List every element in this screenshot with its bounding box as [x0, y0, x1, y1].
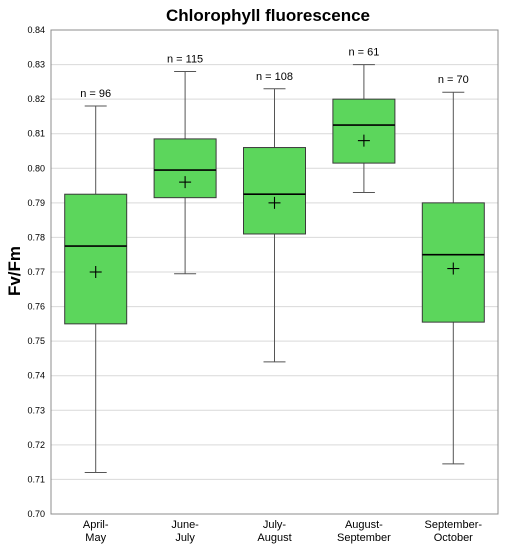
- box-group: n = 108: [243, 71, 306, 363]
- box-layer: n = 96 n = 115 n = 108 n = 61 n = 70: [64, 47, 485, 474]
- box-group: n = 115: [153, 53, 217, 275]
- plot-frame: [50, 29, 499, 515]
- iqr-box: [421, 202, 485, 323]
- chart-title: Chlorophyll fluorescence: [166, 6, 370, 25]
- category-label: May: [85, 532, 106, 544]
- box-group: n = 96: [64, 88, 128, 474]
- y-tick-label: 0.80: [27, 163, 45, 173]
- y-tick-label: 0.79: [27, 198, 45, 208]
- sample-size-label: n = 61: [348, 47, 379, 59]
- y-axis-label: Fv/Fm: [5, 246, 24, 296]
- y-tick-label: 0.83: [27, 60, 45, 70]
- y-tick-label: 0.71: [27, 474, 45, 484]
- box-group: n = 61: [332, 47, 396, 193]
- y-tick-label: 0.84: [27, 25, 45, 35]
- category-label: July: [175, 532, 195, 544]
- y-tick-label: 0.76: [27, 302, 45, 312]
- iqr-box: [332, 98, 396, 164]
- category-labels: April-MayJune-JulyJuly-AugustAugust-Sept…: [83, 519, 483, 544]
- y-tick-label: 0.78: [27, 232, 45, 242]
- iqr-box: [64, 193, 128, 325]
- y-tick-label: 0.74: [27, 371, 45, 381]
- category-label: August-: [345, 519, 383, 531]
- y-tick-label: 0.75: [27, 336, 45, 346]
- y-tick-label: 0.81: [27, 129, 45, 139]
- sample-size-label: n = 108: [256, 71, 293, 83]
- y-tick-label: 0.77: [27, 267, 45, 277]
- category-label: September: [337, 532, 391, 544]
- category-label: August: [257, 532, 291, 544]
- y-tick-label: 0.73: [27, 405, 45, 415]
- y-tick-labels: 0.70 0.71 0.72 0.73 0.74 0.75 0.76 0.77 0.78 0.79…: [27, 25, 45, 519]
- iqr-box: [153, 138, 217, 199]
- y-tick-label: 0.72: [27, 440, 45, 450]
- category-label: October: [434, 532, 473, 544]
- box-group: n = 70: [421, 74, 485, 465]
- iqr-box: [243, 147, 306, 235]
- sample-size-label: n = 70: [438, 74, 469, 86]
- y-tick-label: 0.70: [27, 509, 45, 519]
- sample-size-label: n = 115: [167, 53, 203, 65]
- category-label: July-: [263, 519, 287, 531]
- y-tick-label: 0.82: [27, 94, 45, 104]
- category-label: April-: [83, 519, 109, 531]
- category-label: June-: [171, 519, 199, 531]
- category-label: September-: [425, 519, 483, 531]
- sample-size-label: n = 96: [80, 88, 111, 100]
